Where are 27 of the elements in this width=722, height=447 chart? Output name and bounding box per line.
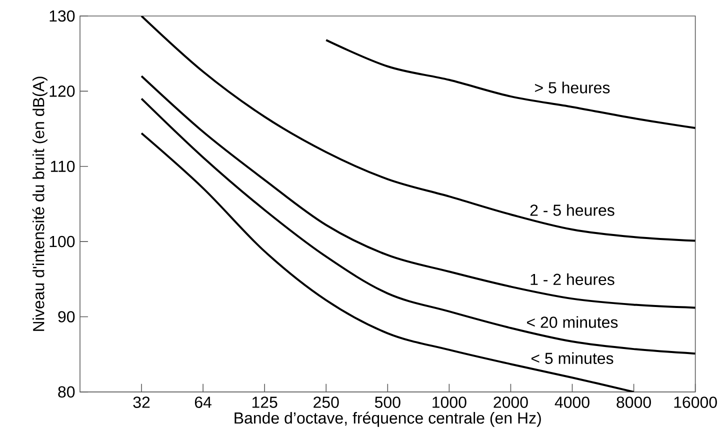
line-series <box>140 75 696 309</box>
y-axis-title: Niveau d'intensité du bruit (en dB(A) <box>32 76 48 331</box>
y-tick-label: 100 <box>50 236 75 248</box>
x-tick-label: 1000 <box>432 396 466 408</box>
x-tick-label: 250 <box>314 396 339 408</box>
y-tick-label: 90 <box>58 311 75 322</box>
y-tick-label: 110 <box>50 160 75 172</box>
series-label: 2 - 5 heures <box>530 204 614 216</box>
x-tick-label: 2000 <box>494 396 528 408</box>
series-label: < 5 minutes <box>531 352 614 364</box>
x-tick-label: 64 <box>194 396 212 408</box>
x-tick-label: 8000 <box>616 396 651 408</box>
line-series <box>140 132 635 392</box>
series-label: 1 - 2 heures <box>530 273 614 286</box>
series-label: < 20 minutes <box>527 316 618 328</box>
x-tick-label: 32 <box>133 396 150 408</box>
series-label: > 5 heures <box>535 82 610 94</box>
x-axis-title: Bande d’octave, fréquence centrale (en Hz) <box>234 412 541 427</box>
line-series <box>325 39 696 130</box>
y-tick-label: 80 <box>58 386 75 398</box>
x-tick-label: 4000 <box>554 396 590 408</box>
line-series <box>140 16 696 242</box>
x-tick-label: 16000 <box>674 396 717 408</box>
x-tick-label: 125 <box>252 396 278 408</box>
x-tick-label: 500 <box>374 396 400 408</box>
y-tick-label: 120 <box>50 86 75 97</box>
y-tick-label: 130 <box>50 10 75 22</box>
